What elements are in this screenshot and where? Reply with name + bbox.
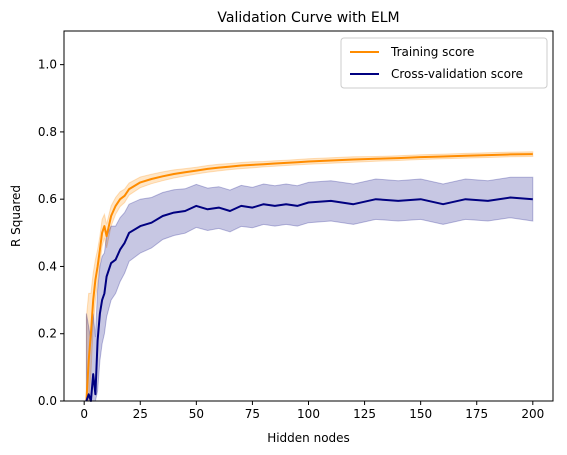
- y-tick-label: 0.8: [38, 125, 57, 139]
- x-tick-label: 150: [409, 407, 432, 421]
- confidence-bands: [85, 151, 534, 402]
- chart-title: Validation Curve with ELM: [217, 10, 399, 26]
- x-tick-label: 50: [189, 407, 204, 421]
- series-lines: [85, 153, 533, 402]
- x-tick-label: 75: [245, 407, 260, 421]
- legend-label-training: Training score: [390, 45, 474, 59]
- y-tick-label: 0.4: [38, 259, 57, 273]
- y-tick-label: 0.0: [38, 394, 57, 408]
- y-axis-ticks: 0.0 0.2 0.4 0.6 0.8 1.0: [38, 58, 64, 408]
- y-tick-label: 1.0: [38, 58, 57, 72]
- cross-validation-line: [85, 196, 533, 402]
- x-tick-label: 25: [133, 407, 148, 421]
- x-tick-label: 125: [353, 407, 376, 421]
- y-tick-label: 0.2: [38, 327, 57, 341]
- y-tick-label: 0.6: [38, 192, 57, 206]
- legend-label-cross-validation: Cross-validation score: [391, 67, 523, 81]
- training-line: [85, 153, 533, 402]
- x-tick-label: 0: [80, 407, 88, 421]
- training-band: [85, 151, 534, 402]
- x-axis-label: Hidden nodes: [267, 431, 350, 445]
- x-axis-ticks: 0 25 50 75 100 125 150 175 200: [80, 401, 544, 421]
- x-tick-label: 175: [465, 407, 488, 421]
- plot-frame: [63, 30, 554, 402]
- cross-validation-band: [85, 176, 534, 402]
- legend: Training score Cross-validation score: [340, 37, 548, 89]
- x-tick-label: 200: [521, 407, 544, 421]
- x-tick-label: 100: [297, 407, 320, 421]
- legend-box: [340, 37, 548, 89]
- y-axis-label: R Squared: [9, 185, 23, 247]
